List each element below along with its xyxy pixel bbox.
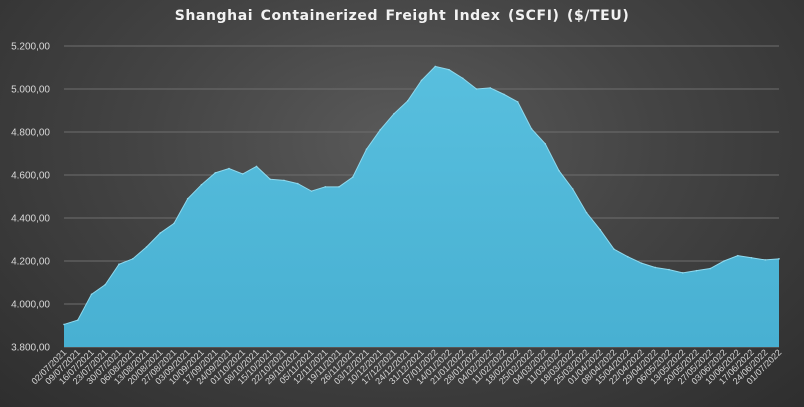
- data-point: [654, 266, 657, 269]
- chart-title: Shanghai Containerized Freight Index (SC…: [174, 8, 630, 24]
- data-point: [681, 272, 684, 274]
- data-point: [434, 65, 437, 68]
- data-point: [214, 172, 217, 174]
- data-point: [530, 127, 533, 130]
- data-point: [63, 323, 65, 326]
- data-point: [750, 256, 753, 259]
- data-point: [131, 258, 134, 260]
- data-point: [159, 232, 162, 234]
- data-point: [90, 293, 93, 296]
- data-point: [764, 259, 767, 261]
- data-point: [255, 165, 258, 168]
- data-point: [228, 167, 230, 170]
- data-point: [668, 268, 670, 271]
- data-point: [516, 101, 519, 103]
- y-tick-label: 5.000,00: [11, 85, 50, 96]
- data-point: [585, 211, 588, 214]
- data-point: [379, 129, 382, 131]
- data-point: [310, 190, 313, 192]
- data-point: [723, 260, 725, 262]
- data-point: [365, 148, 368, 150]
- y-tick-label: 5.200,00: [11, 42, 50, 53]
- data-point: [338, 186, 340, 188]
- data-point: [296, 182, 299, 185]
- x-axis-ticks: 02/07/202109/07/202116/07/202123/07/2021…: [29, 347, 783, 386]
- data-point: [269, 178, 272, 181]
- data-point: [283, 179, 285, 182]
- y-tick-label: 4.400,00: [11, 214, 50, 225]
- series-area: [64, 66, 779, 348]
- data-point: [145, 246, 148, 248]
- data-point: [448, 68, 450, 71]
- data-point: [695, 269, 698, 272]
- y-tick-label: 4.600,00: [11, 171, 50, 182]
- data-point: [489, 87, 492, 89]
- y-tick-label: 4.800,00: [11, 128, 50, 139]
- data-point: [406, 100, 409, 102]
- data-point: [613, 248, 615, 250]
- y-axis-ticks: 3.800,00 4.000,00 4.200,00 4.400,00 4.600,00…: [11, 42, 50, 354]
- data-point: [186, 197, 189, 200]
- data-point: [104, 283, 107, 286]
- area-layer: [63, 65, 780, 348]
- y-tick-label: 3.800,00: [11, 343, 50, 354]
- data-point: [241, 173, 244, 175]
- data-point: [640, 262, 643, 264]
- data-point: [461, 77, 464, 80]
- data-point: [544, 143, 547, 145]
- data-point: [76, 319, 79, 321]
- data-point: [778, 258, 780, 260]
- data-point: [571, 188, 574, 190]
- data-point: [200, 183, 203, 186]
- y-tick-label: 4.200,00: [11, 257, 50, 268]
- data-point: [420, 79, 423, 82]
- data-point: [173, 222, 175, 225]
- y-tick-label: 4.000,00: [11, 300, 50, 311]
- data-point: [736, 254, 739, 257]
- data-point: [558, 169, 560, 172]
- data-point: [626, 255, 629, 258]
- data-point: [709, 267, 712, 270]
- data-point: [503, 93, 505, 96]
- data-point: [324, 186, 327, 188]
- data-point: [393, 112, 395, 115]
- data-point: [118, 263, 120, 266]
- data-point: [599, 229, 602, 231]
- data-point: [351, 176, 354, 178]
- data-point: [475, 88, 478, 90]
